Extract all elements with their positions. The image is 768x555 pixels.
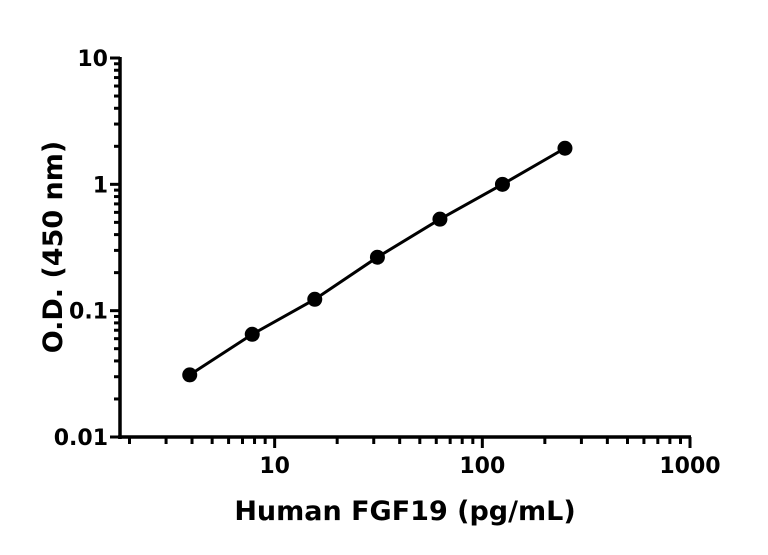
data-point (432, 211, 448, 227)
data-point (307, 291, 323, 307)
data-point (369, 249, 385, 265)
x-tick-label: 10 (259, 454, 290, 479)
y-tick-label: 10 (77, 47, 108, 72)
data-point (494, 176, 510, 192)
y-tick-label: 1 (93, 173, 108, 198)
x-tick-label: 100 (459, 454, 505, 479)
series (182, 140, 573, 383)
x-tick-label: 1000 (659, 454, 720, 479)
y-tick-label: 0.1 (69, 300, 108, 325)
y-axis-label: O.D. (450 nm) (38, 141, 69, 353)
data-point (244, 326, 260, 342)
axes: 0.01 0.1 1 10 10 100 1000 (54, 47, 721, 479)
data-point (557, 140, 573, 156)
data-point (182, 367, 198, 383)
y-tick-label: 0.01 (54, 426, 108, 451)
x-axis-label: Human FGF19 (pg/mL) (234, 496, 575, 527)
